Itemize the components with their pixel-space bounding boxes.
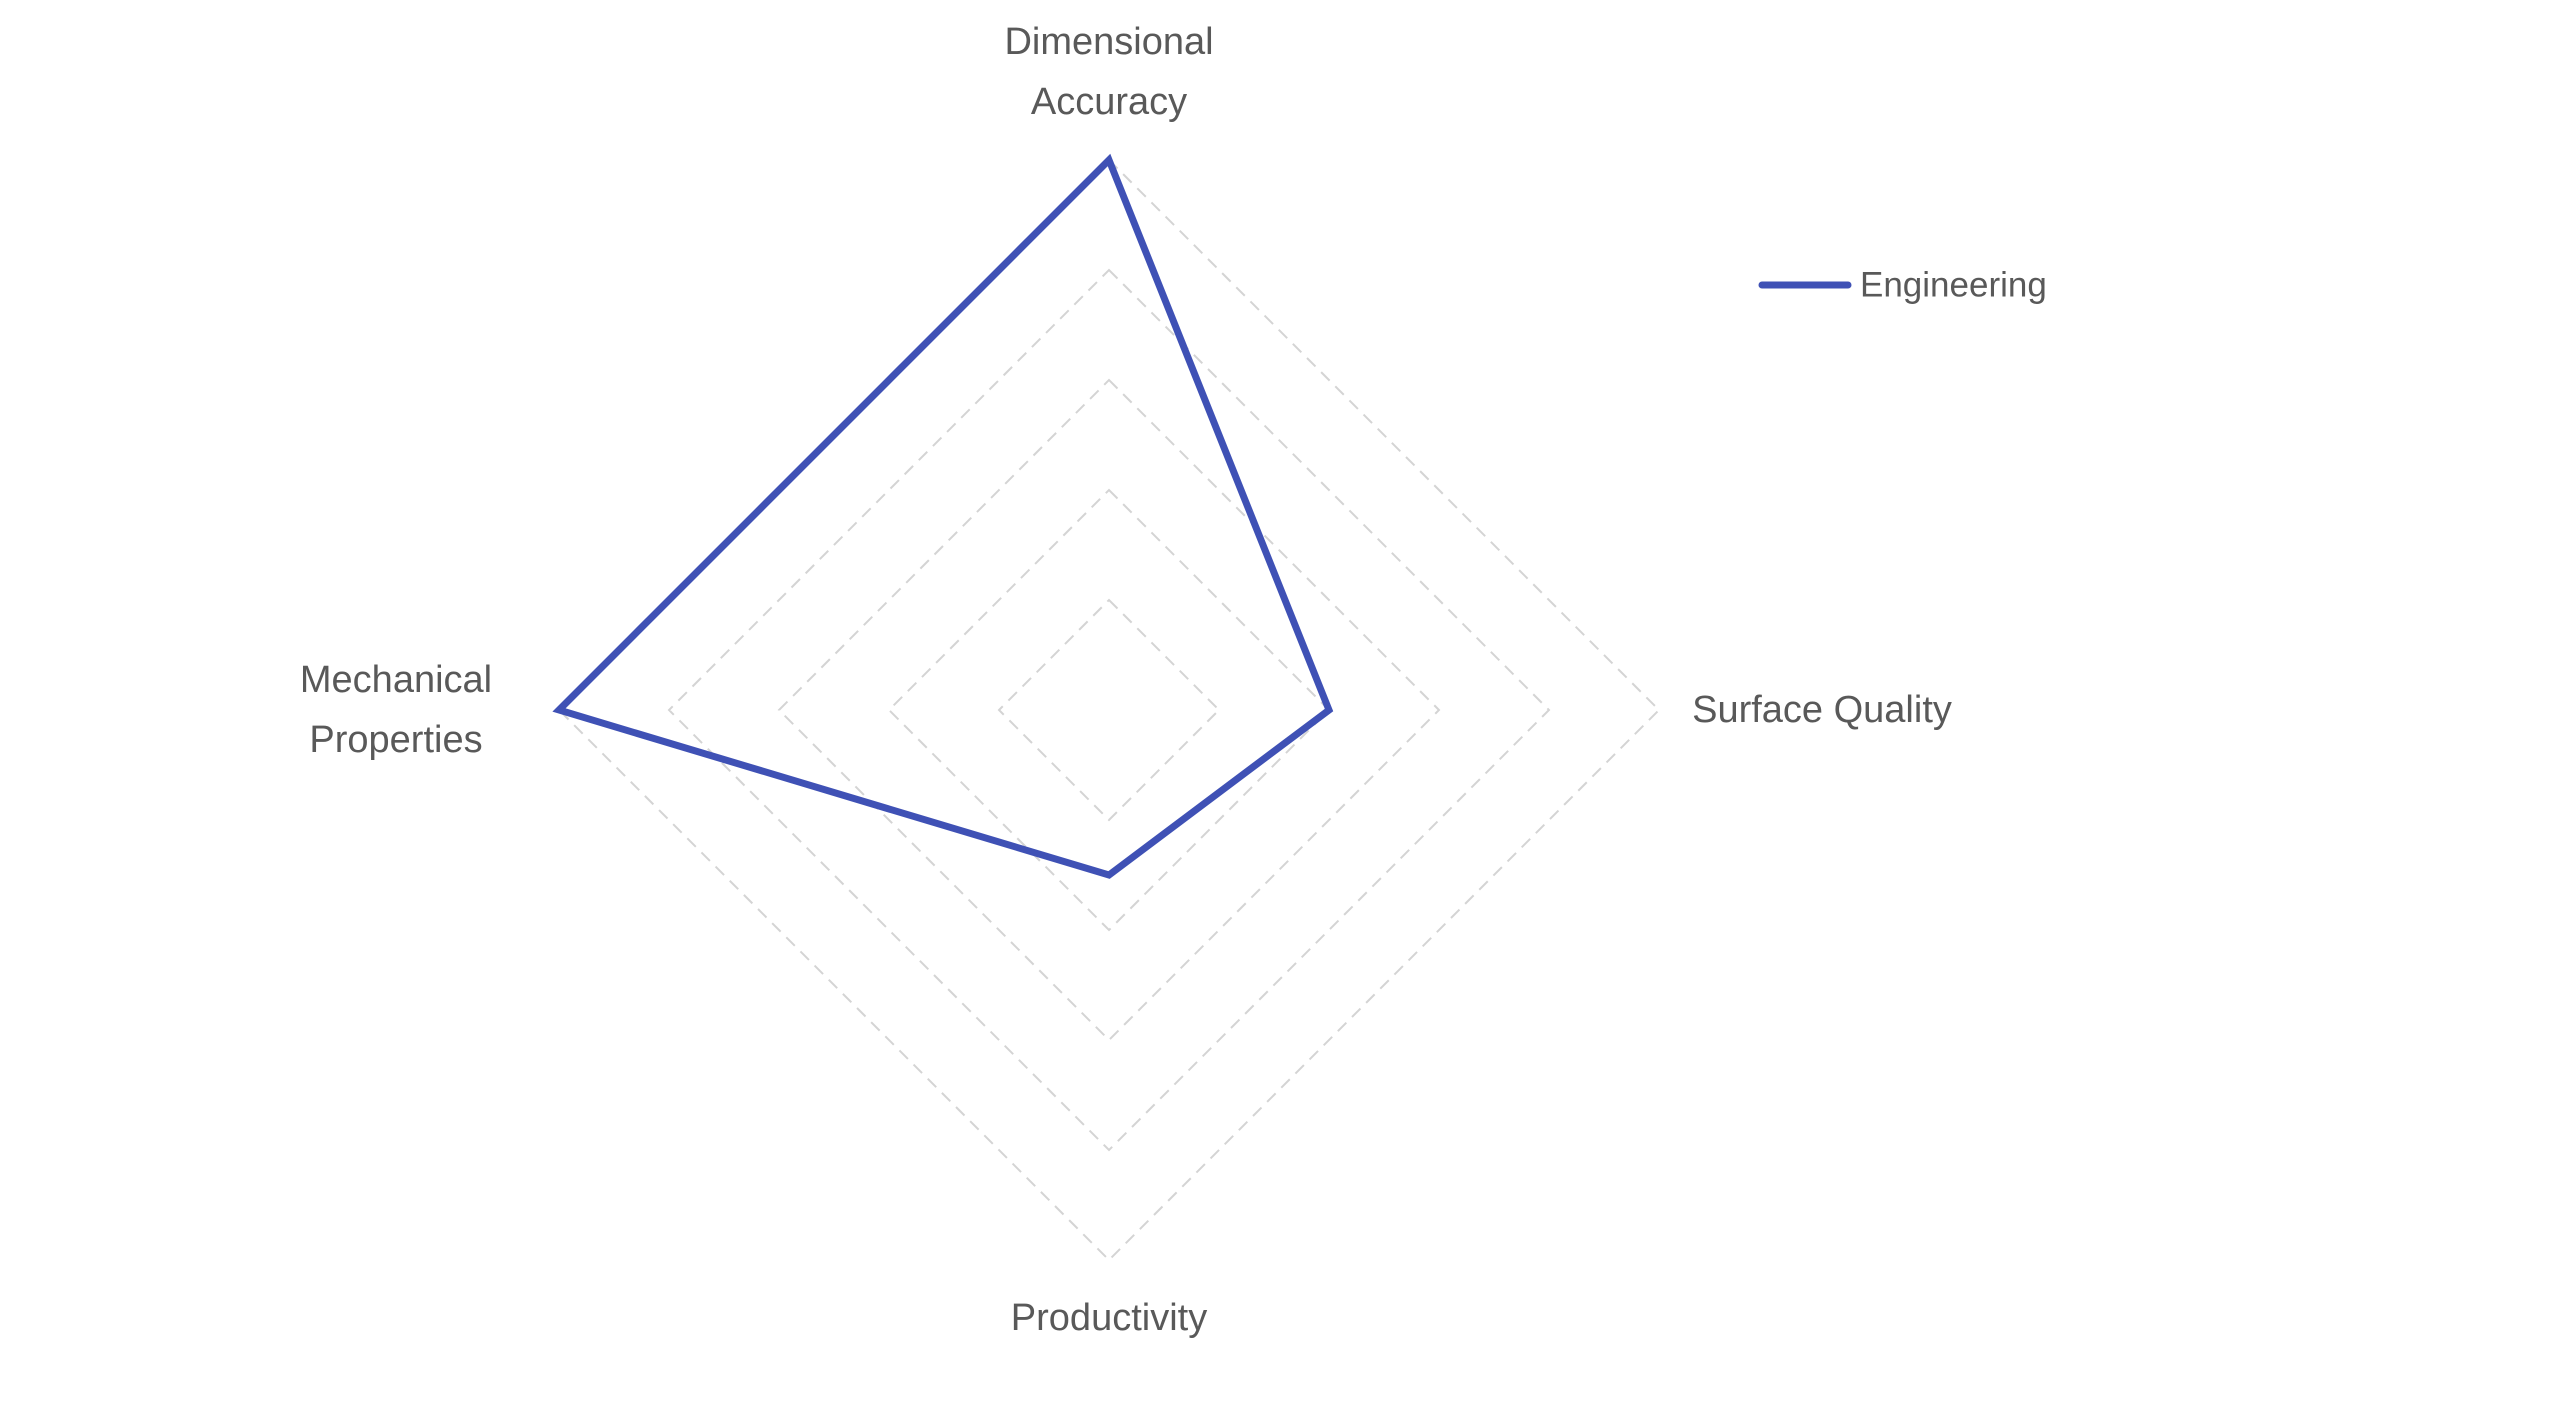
grid-ring bbox=[557, 158, 1661, 1262]
grid-ring bbox=[997, 598, 1221, 822]
series-line bbox=[552, 153, 1334, 879]
axis-label: Dimensional Accuracy bbox=[1004, 21, 1214, 123]
axis-label: Mechanical Properties bbox=[299, 659, 493, 761]
legend-label: Engineering bbox=[1860, 265, 2047, 304]
grid-ring bbox=[887, 488, 1331, 932]
axis-label: Surface Quality bbox=[1692, 689, 1952, 731]
axis-label: Productivity bbox=[1010, 1297, 1208, 1339]
grid-ring bbox=[667, 268, 1551, 1152]
grid-ring bbox=[777, 378, 1441, 1042]
